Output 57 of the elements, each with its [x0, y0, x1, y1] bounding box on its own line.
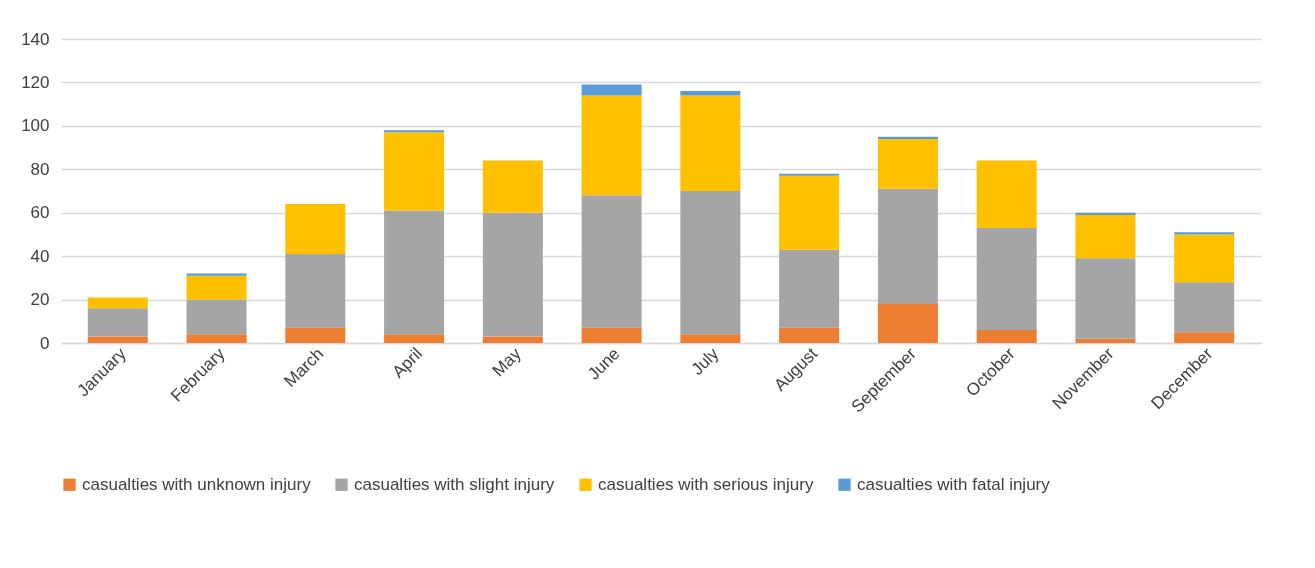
y-tick-label: 140: [21, 29, 50, 49]
bar: [384, 210, 445, 335]
y-tick-label: 120: [21, 72, 50, 92]
bar: [779, 175, 840, 250]
bar: [87, 297, 148, 309]
bar: [680, 191, 741, 335]
bar: [482, 336, 543, 343]
bar: [285, 204, 346, 254]
x-tick-label: July: [687, 343, 723, 379]
bar: [680, 95, 741, 191]
bar: [384, 130, 445, 133]
bar: [779, 249, 840, 328]
bar: [1075, 214, 1136, 259]
bar: [779, 327, 840, 343]
y-tick-label: 20: [30, 290, 50, 310]
bar: [384, 334, 445, 343]
bar: [482, 212, 543, 337]
bar: [1174, 232, 1235, 235]
bar: [581, 327, 642, 343]
bar: [680, 334, 741, 343]
bar: [877, 188, 938, 304]
y-tick-label: 40: [30, 246, 50, 266]
bar: [87, 336, 148, 343]
bar: [877, 136, 938, 139]
bar: [581, 84, 642, 96]
legend-label: casualties with fatal injury: [857, 474, 1051, 494]
bar: [87, 308, 148, 337]
bar: [976, 227, 1037, 330]
y-tick-label: 100: [21, 116, 50, 136]
bar: [779, 173, 840, 176]
bar: [186, 273, 247, 276]
bar: [1075, 338, 1136, 343]
bar: [1075, 258, 1136, 339]
legend-label: casualties with slight injury: [354, 474, 555, 494]
bar: [384, 132, 445, 211]
bar: [877, 138, 938, 189]
bar: [186, 299, 247, 335]
bar: [285, 253, 346, 328]
legend-label: casualties with unknown injury: [82, 474, 312, 494]
bar: [581, 95, 642, 196]
legend-label: casualties with serious injury: [598, 474, 814, 494]
y-tick-label: 80: [30, 159, 50, 179]
bar: [1174, 332, 1235, 343]
bar: [877, 303, 938, 343]
bar: [1075, 212, 1136, 215]
y-tick-label: 60: [30, 203, 50, 223]
bar: [581, 195, 642, 328]
y-tick-label: 0: [40, 333, 50, 353]
bar: [186, 334, 247, 343]
bar: [1174, 234, 1235, 283]
bar: [285, 327, 346, 343]
bar: [186, 275, 247, 300]
bar: [482, 160, 543, 213]
bar: [976, 329, 1037, 343]
bar: [680, 91, 741, 96]
bar: [1174, 282, 1235, 333]
bar: [976, 160, 1037, 228]
